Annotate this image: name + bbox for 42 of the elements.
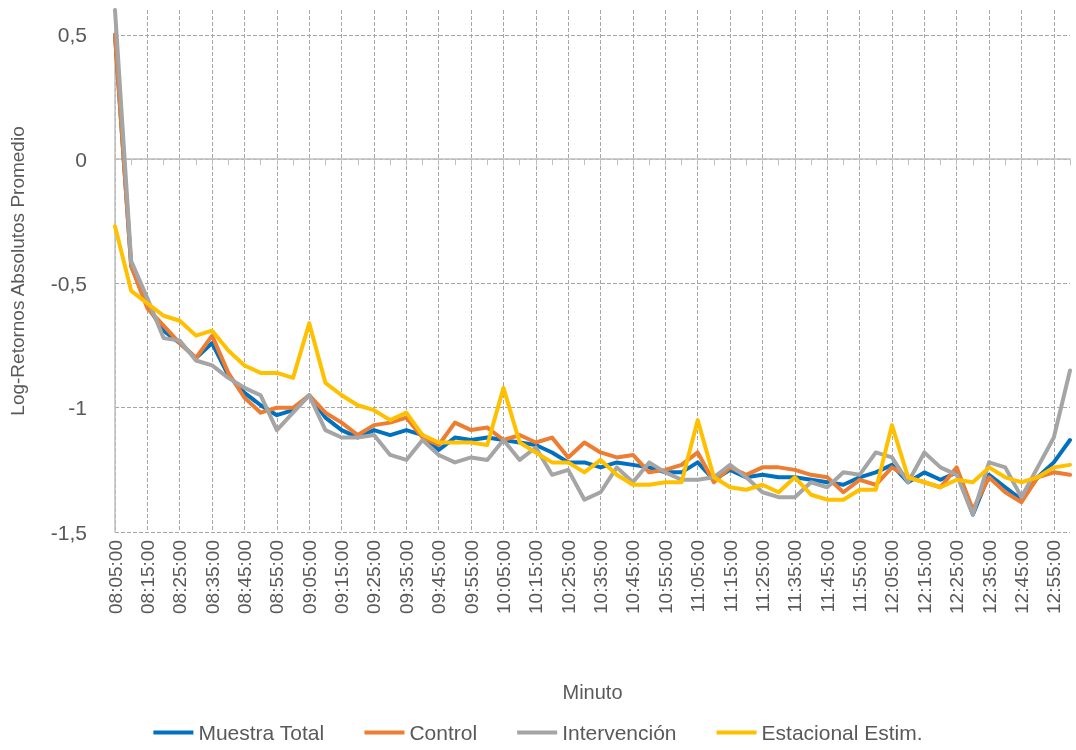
line-series	[113, 224, 1072, 502]
x-tick-label: 09:05:00	[298, 540, 320, 614]
x-tick-label: 11:25:00	[751, 540, 773, 613]
y-tick-label: -1,5	[50, 520, 87, 544]
y-tick-label: -1	[68, 396, 87, 420]
x-tick-label: 11:55:00	[849, 540, 871, 613]
x-tick-label: 11:05:00	[687, 540, 709, 613]
x-tick-label: 12:35:00	[978, 540, 1000, 614]
y-tick-label: 0,5	[57, 23, 87, 47]
x-tick-label: 11:15:00	[719, 540, 741, 613]
x-axis-title: Minuto	[562, 681, 623, 703]
x-tick-label: 10:05:00	[492, 540, 514, 614]
x-tick-label: 08:05:00	[104, 540, 126, 614]
x-tick-label: 09:25:00	[363, 540, 385, 614]
legend-label: Intervención	[562, 721, 677, 744]
x-tick-label: 10:25:00	[557, 540, 579, 614]
x-tick-label: 08:15:00	[136, 540, 158, 614]
x-tick-label: 09:15:00	[331, 540, 353, 614]
x-tick-label: 12:45:00	[1010, 540, 1032, 614]
y-axis-title: Log-Retornos Absolutos Promedio	[7, 126, 28, 416]
x-tick-label: 10:45:00	[622, 540, 644, 614]
x-tick-label: 10:35:00	[590, 540, 612, 614]
x-tick-label: 12:25:00	[946, 540, 968, 614]
x-tick-label: 08:45:00	[233, 540, 255, 614]
y-tick-label: 0	[75, 147, 87, 171]
x-tick-label: 09:35:00	[395, 540, 417, 614]
x-tick-label: 12:05:00	[881, 540, 903, 614]
x-tick-label: 10:55:00	[654, 540, 676, 614]
x-tick-label: 08:35:00	[201, 540, 223, 614]
x-tick-label: 10:15:00	[525, 540, 547, 614]
x-tick-label: 08:25:00	[169, 540, 191, 614]
x-tick-label: 08:55:00	[266, 540, 288, 614]
x-tick-label: 11:45:00	[816, 540, 838, 613]
x-tick-label: 12:15:00	[913, 540, 935, 614]
legend-label: Estacional Estim.	[761, 721, 923, 744]
x-tick-label: 11:35:00	[784, 540, 806, 613]
y-tick-label: -0,5	[50, 271, 87, 295]
x-tick-label: 09:45:00	[428, 540, 450, 614]
legend-label: Muestra Total	[198, 721, 325, 744]
x-tick-label: 09:55:00	[460, 540, 482, 614]
x-tick-label: 12:55:00	[1043, 540, 1065, 614]
legend-label: Control	[409, 721, 478, 744]
